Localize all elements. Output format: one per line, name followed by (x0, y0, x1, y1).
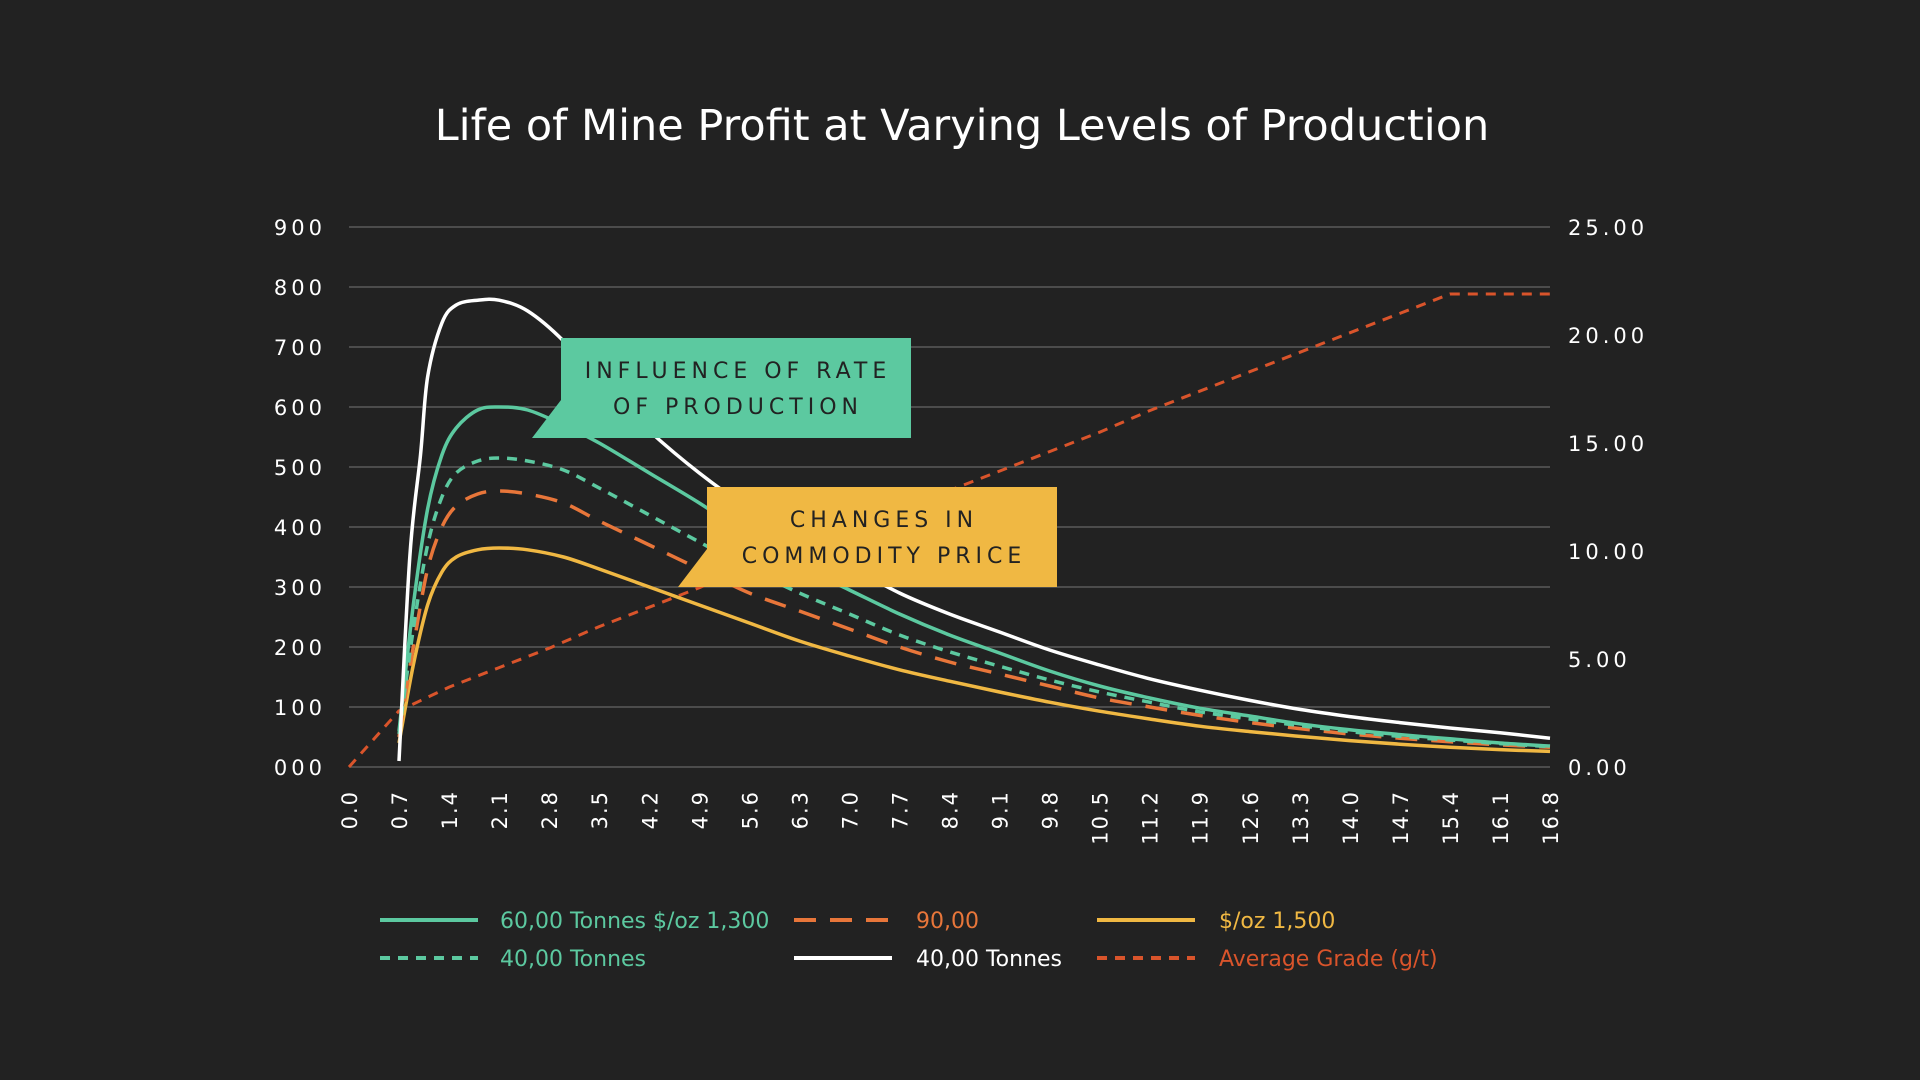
legend-label: 90,00 (916, 909, 979, 934)
callout-box (561, 338, 911, 438)
callout-text-line: CHANGES IN (790, 508, 978, 533)
y2-tick-label: 0.00 (1568, 756, 1631, 780)
y2-tick-label: 15.00 (1568, 432, 1648, 456)
x-tick-label: 14.0 (1339, 790, 1363, 845)
x-tick-label: 11.9 (1189, 790, 1213, 845)
y-tick-label: 500 (274, 456, 326, 480)
y-axis-left: 000 100 200 300 400 500 600 700 800 900 (274, 216, 326, 780)
legend-item: $/oz 1,500 (1097, 909, 1335, 934)
chart-title: Life of Mine Profit at Varying Levels of… (435, 101, 1490, 151)
y-tick-label: 900 (274, 216, 326, 240)
legend-label: $/oz 1,500 (1219, 909, 1335, 934)
callout-1: CHANGES IN COMMODITY PRICE (678, 487, 1057, 587)
callout-pointer (532, 400, 561, 438)
x-tick-label: 1.4 (438, 790, 462, 829)
callout-0: INFLUENCE OF RATE OF PRODUCTION (532, 338, 911, 438)
x-tick-label: 16.8 (1539, 790, 1563, 845)
legend-item: 90,00 (794, 909, 979, 934)
legend-item: Average Grade (g/t) (1097, 947, 1438, 972)
y-tick-label: 400 (274, 516, 326, 540)
x-tick-label: 6.3 (788, 790, 812, 829)
x-tick-label: 0.7 (388, 790, 412, 829)
legend-item: 40,00 Tonnes (794, 947, 1062, 972)
x-tick-label: 3.5 (588, 790, 612, 829)
x-tick-label: 0.0 (338, 790, 362, 829)
x-tick-label: 7.0 (838, 790, 862, 829)
x-axis: 0.0 0.7 1.4 2.1 2.8 3.5 4.2 4.9 5.6 6.3 7.0 7.7 8.4 9… (338, 790, 1563, 845)
x-tick-label: 8.4 (939, 790, 963, 829)
x-tick-label: 2.8 (538, 790, 562, 829)
y-tick-label: 000 (274, 756, 326, 780)
x-tick-label: 10.5 (1089, 790, 1113, 845)
legend-label: 60,00 Tonnes $/oz 1,300 (500, 909, 769, 934)
y-tick-label: 800 (274, 276, 326, 300)
y2-tick-label: 25.00 (1568, 216, 1648, 240)
series-line-2 (397, 546, 1551, 754)
x-tick-label: 4.9 (688, 790, 712, 829)
legend-item: 40,00 Tonnes (380, 947, 646, 972)
y-axis-right: 0.00 5.00 10.00 15.00 20.00 25.00 (1568, 216, 1648, 780)
series-line-1 (397, 489, 1551, 749)
y2-tick-label: 10.00 (1568, 540, 1648, 564)
legend-item: 60,00 Tonnes $/oz 1,300 (380, 909, 769, 934)
y-tick-label: 700 (274, 336, 326, 360)
callout-box (707, 487, 1057, 587)
y-tick-label: 300 (274, 576, 326, 600)
y2-tick-label: 5.00 (1568, 648, 1631, 672)
x-tick-label: 7.7 (888, 790, 912, 829)
x-tick-label: 16.1 (1489, 790, 1513, 845)
callout-pointer (678, 549, 707, 587)
legend-label: Average Grade (g/t) (1219, 947, 1438, 972)
legend-label: 40,00 Tonnes (916, 947, 1062, 972)
y-tick-label: 200 (274, 636, 326, 660)
x-tick-label: 14.7 (1389, 790, 1413, 845)
annotations: INFLUENCE OF RATE OF PRODUCTION CHANGES IN… (532, 338, 1057, 587)
y2-tick-label: 20.00 (1568, 324, 1648, 348)
legend-label: 40,00 Tonnes (500, 947, 646, 972)
x-tick-label: 2.1 (488, 790, 512, 829)
x-tick-label: 11.2 (1139, 790, 1163, 845)
x-tick-label: 9.8 (1039, 790, 1063, 829)
callout-text-line: OF PRODUCTION (613, 395, 863, 420)
legend: 60,00 Tonnes $/oz 1,300 90,00 $/oz 1,500 40… (380, 909, 1438, 972)
x-tick-label: 4.2 (638, 790, 662, 829)
callout-text-line: INFLUENCE OF RATE (585, 359, 892, 384)
y-tick-label: 100 (274, 696, 326, 720)
callout-text-line: COMMODITY PRICE (742, 544, 1027, 569)
x-tick-label: 12.6 (1239, 790, 1263, 845)
x-tick-label: 5.6 (738, 790, 762, 829)
x-tick-label: 15.4 (1439, 790, 1463, 845)
x-tick-label: 9.1 (989, 790, 1013, 829)
y-tick-label: 600 (274, 396, 326, 420)
x-tick-label: 13.3 (1289, 790, 1313, 845)
